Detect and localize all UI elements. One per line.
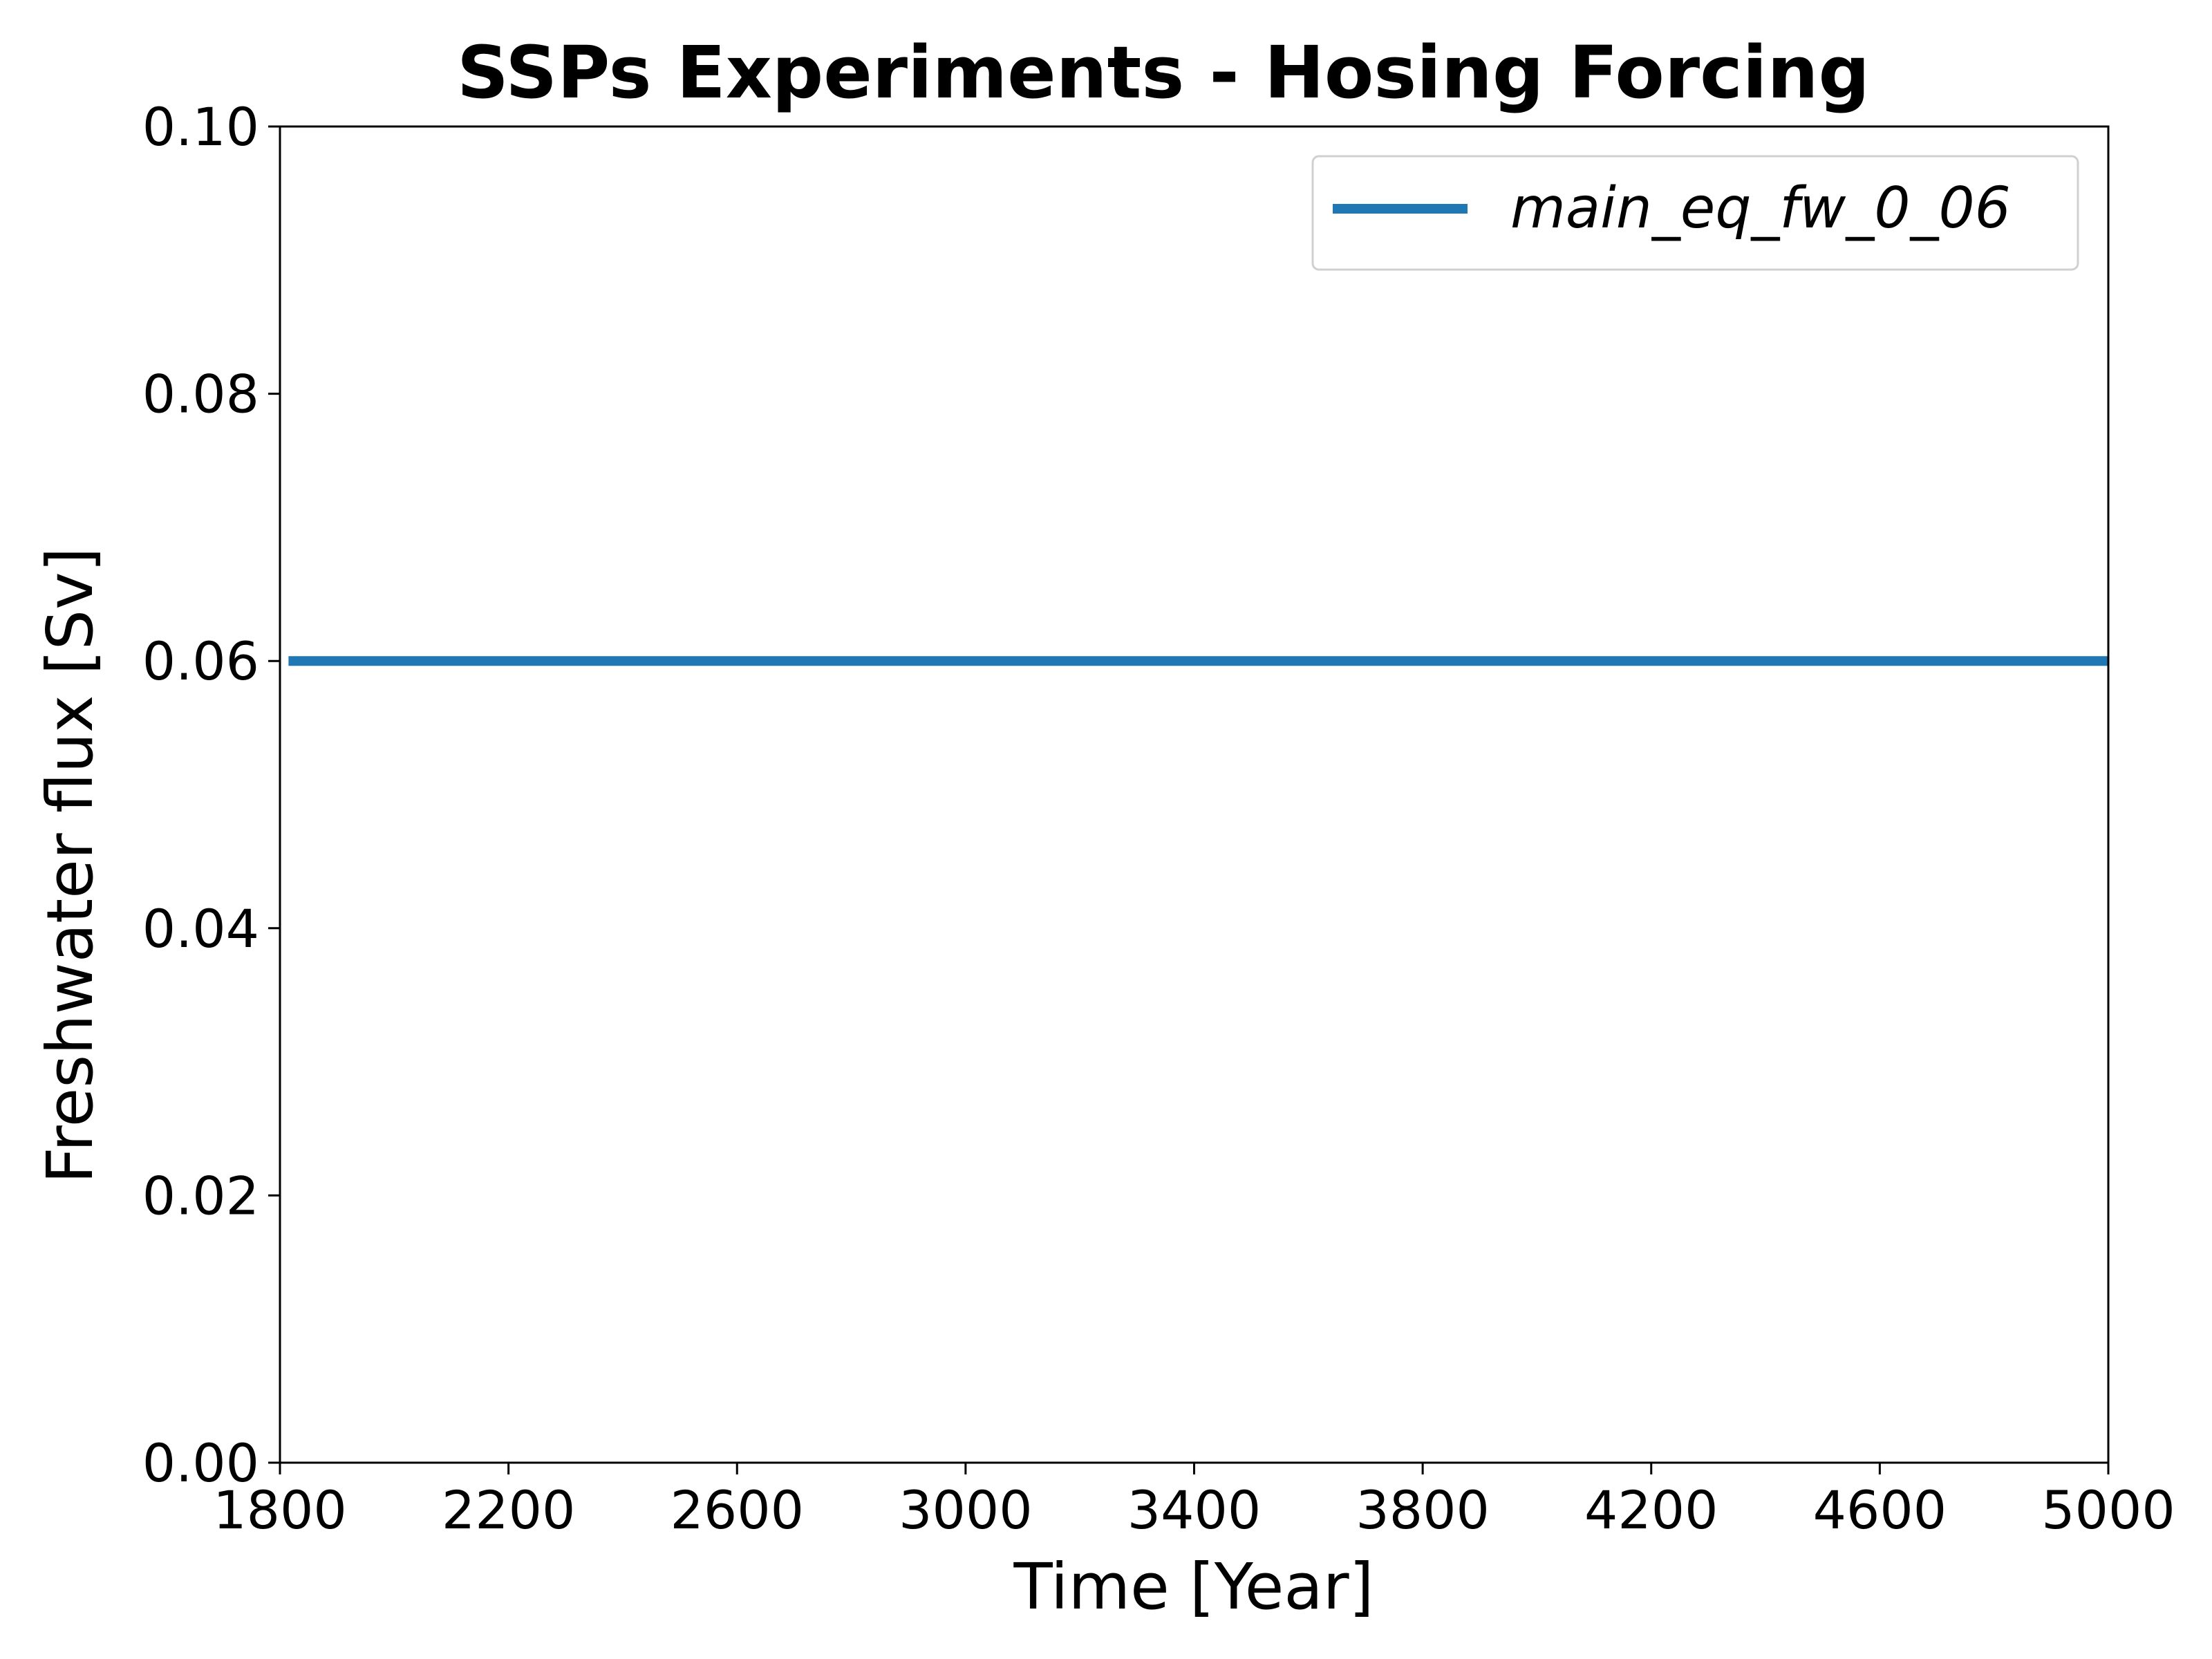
legend: main_eq_fw_0_06 [1311, 155, 2079, 271]
x-tick-label: 4600 [1813, 1479, 1947, 1541]
x-tick-label: 2600 [671, 1479, 804, 1541]
y-axis-ticks: 0.00 0.02 0.04 0.06 0.08 0.10 [142, 96, 280, 1494]
plot-area-frame [279, 125, 2110, 1464]
x-tick-label: 1800 [213, 1479, 346, 1541]
legend-box [1311, 155, 2079, 271]
x-tick-label: 3800 [1356, 1479, 1489, 1541]
y-tick-label: 0.10 [142, 96, 259, 158]
chart-title: SSPs Experiments - Hosing Forcing [457, 30, 1870, 115]
x-axis-label: Time [Year] [1013, 1550, 1374, 1624]
y-tick-label: 0.02 [142, 1165, 259, 1226]
y-tick-label: 0.08 [142, 364, 259, 425]
x-tick-label: 3000 [899, 1479, 1032, 1541]
y-tick-label: 0.04 [142, 898, 259, 959]
x-tick-label: 5000 [2041, 1479, 2175, 1541]
x-axis-ticks: 1800 2200 2600 3000 3400 3800 4200 4600 5000 [213, 1463, 2175, 1541]
x-tick-label: 3400 [1127, 1479, 1261, 1541]
y-tick-label: 0.06 [142, 630, 259, 692]
x-tick-label: 2200 [442, 1479, 575, 1541]
x-tick-label: 4200 [1584, 1479, 1718, 1541]
legend-label-main-eq-fw-0-06: main_eq_fw_0_06 [1510, 176, 2011, 241]
y-axis-label: Freshwater flux [Sv] [33, 547, 107, 1184]
y-tick-label: 0.00 [142, 1432, 259, 1494]
